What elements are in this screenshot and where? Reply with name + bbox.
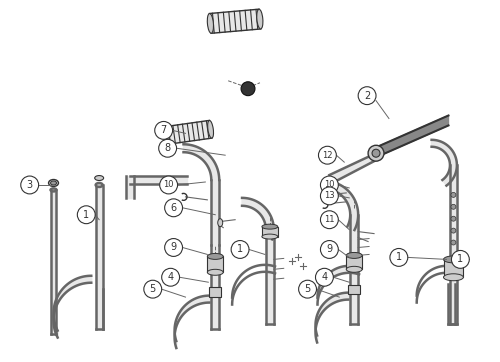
Text: 3: 3 <box>26 180 33 190</box>
Polygon shape <box>184 144 219 180</box>
Circle shape <box>160 176 178 194</box>
Polygon shape <box>330 153 376 183</box>
Circle shape <box>231 240 249 258</box>
Polygon shape <box>432 140 457 186</box>
Text: 5: 5 <box>304 284 310 294</box>
Circle shape <box>358 87 376 105</box>
Text: 10: 10 <box>164 181 174 189</box>
Ellipse shape <box>444 274 464 281</box>
Text: 9: 9 <box>170 243 176 252</box>
Text: 4: 4 <box>168 272 173 282</box>
Ellipse shape <box>208 121 214 138</box>
Circle shape <box>316 268 334 286</box>
Circle shape <box>320 187 338 205</box>
Circle shape <box>390 248 408 266</box>
Text: 8: 8 <box>164 143 170 153</box>
Ellipse shape <box>346 266 362 272</box>
Circle shape <box>164 199 182 217</box>
Circle shape <box>320 176 338 194</box>
Text: 2: 2 <box>364 90 370 101</box>
Polygon shape <box>242 198 274 239</box>
Circle shape <box>318 146 336 164</box>
Circle shape <box>320 240 338 258</box>
Ellipse shape <box>96 183 102 187</box>
Circle shape <box>451 228 456 233</box>
Text: 1: 1 <box>237 244 243 254</box>
Text: 11: 11 <box>324 215 334 224</box>
Circle shape <box>368 145 384 161</box>
Bar <box>210 287 221 297</box>
Text: 1: 1 <box>458 254 464 264</box>
Ellipse shape <box>208 253 223 260</box>
Circle shape <box>451 240 456 245</box>
Text: 10: 10 <box>324 181 334 189</box>
Bar <box>208 256 223 272</box>
Ellipse shape <box>218 219 222 227</box>
Ellipse shape <box>256 9 263 29</box>
Ellipse shape <box>208 269 223 275</box>
Text: 1: 1 <box>83 210 89 220</box>
Circle shape <box>164 239 182 256</box>
Ellipse shape <box>164 127 170 144</box>
Text: 1: 1 <box>396 252 402 262</box>
Circle shape <box>451 193 456 197</box>
Polygon shape <box>165 121 212 144</box>
Circle shape <box>241 82 255 96</box>
Circle shape <box>451 204 456 209</box>
Text: 13: 13 <box>324 191 334 201</box>
Text: 9: 9 <box>326 244 332 254</box>
Ellipse shape <box>444 256 464 263</box>
Circle shape <box>154 122 172 139</box>
Circle shape <box>21 176 38 194</box>
Circle shape <box>78 206 95 224</box>
Circle shape <box>144 280 162 298</box>
Ellipse shape <box>208 13 214 33</box>
Circle shape <box>320 211 338 229</box>
Ellipse shape <box>346 252 362 258</box>
Ellipse shape <box>262 224 278 229</box>
Text: 12: 12 <box>322 151 332 160</box>
Bar <box>262 227 278 237</box>
Circle shape <box>298 280 316 298</box>
Text: 7: 7 <box>160 125 167 135</box>
Ellipse shape <box>262 234 278 239</box>
Circle shape <box>372 149 380 157</box>
Ellipse shape <box>50 181 56 185</box>
Circle shape <box>162 268 180 286</box>
Bar <box>444 260 464 277</box>
Ellipse shape <box>94 176 104 181</box>
Bar <box>348 285 360 294</box>
Circle shape <box>452 251 469 268</box>
Polygon shape <box>210 9 260 33</box>
Text: 4: 4 <box>322 272 328 282</box>
Text: 6: 6 <box>170 203 176 213</box>
Polygon shape <box>374 115 448 158</box>
Ellipse shape <box>50 189 56 191</box>
Ellipse shape <box>48 180 58 186</box>
Circle shape <box>451 216 456 221</box>
Polygon shape <box>324 181 358 230</box>
Bar <box>346 256 362 269</box>
Circle shape <box>158 139 176 157</box>
Text: 5: 5 <box>150 284 156 294</box>
